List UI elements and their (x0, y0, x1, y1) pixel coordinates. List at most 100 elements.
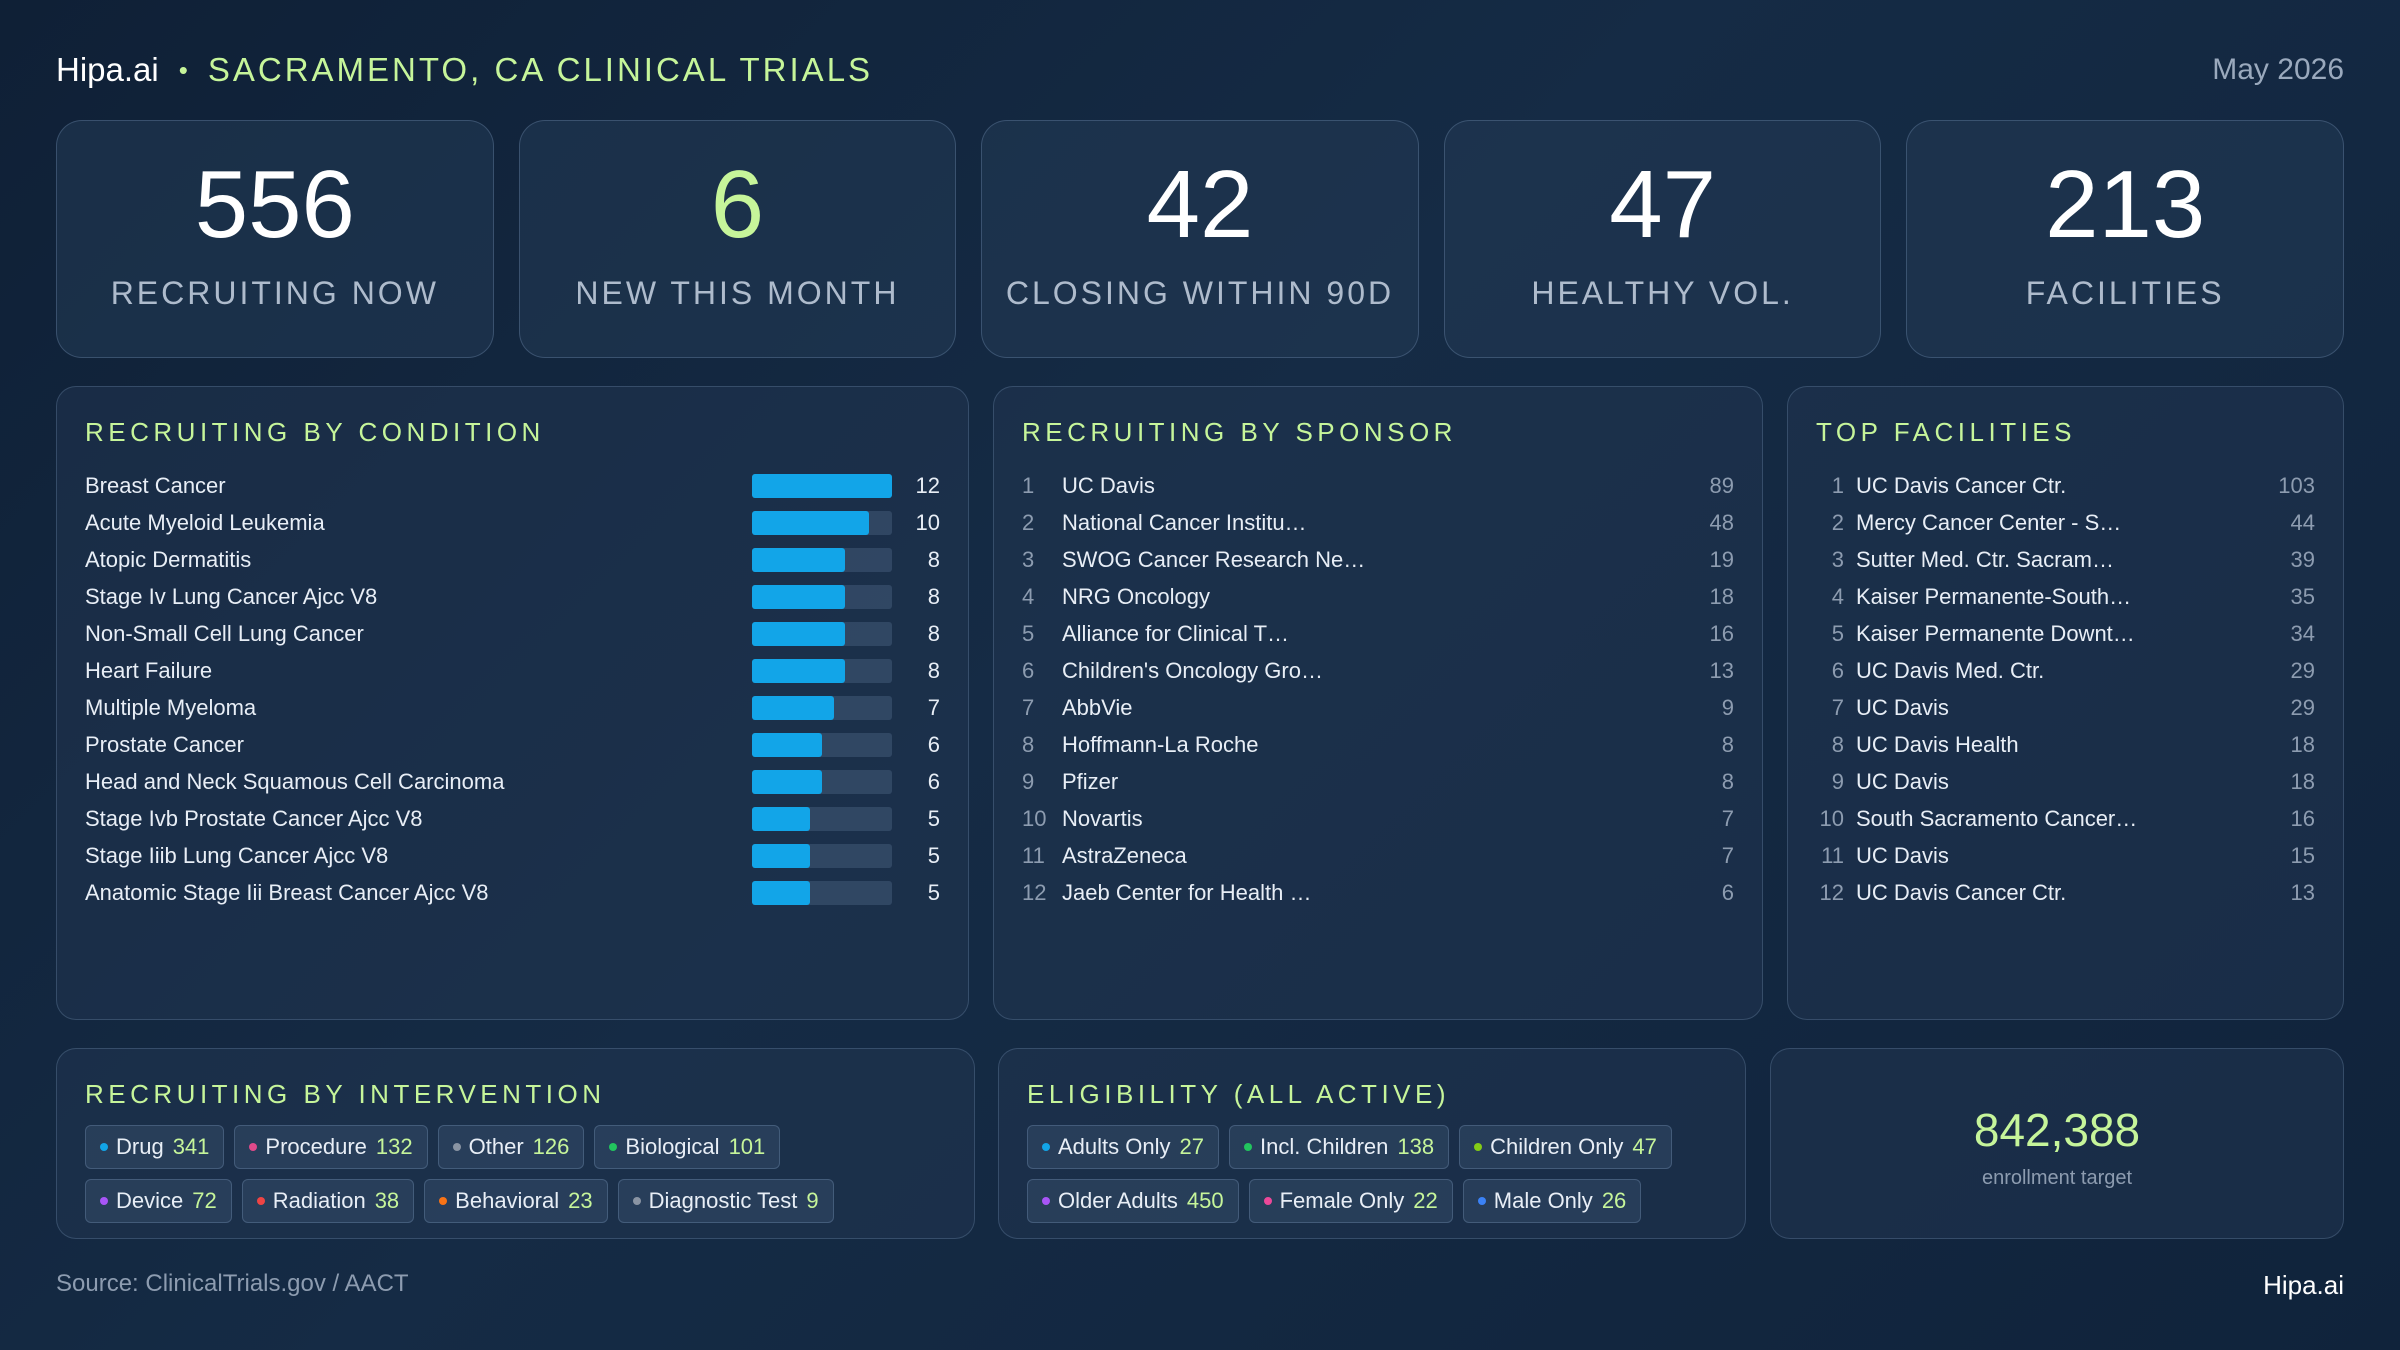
condition-row[interactable]: Breast Cancer 12 (85, 467, 940, 504)
eligibility-chip[interactable]: Children Only 47 (1459, 1125, 1672, 1169)
condition-row[interactable]: Multiple Myeloma 7 (85, 689, 940, 726)
condition-row[interactable]: Stage Iiib Lung Cancer Ajcc V8 5 (85, 837, 940, 874)
facility-row[interactable]: 3 Sutter Med. Ctr. Sacram… 39 (1816, 541, 2315, 578)
facility-row[interactable]: 11 UC Davis 15 (1816, 837, 2315, 874)
intervention-chip[interactable]: Diagnostic Test 9 (617, 1179, 834, 1223)
condition-bar (752, 510, 892, 535)
intervention-chip-value: 132 (375, 1134, 413, 1159)
facility-row[interactable]: 1 UC Davis Cancer Ctr. 103 (1816, 467, 2315, 504)
condition-row[interactable]: Prostate Cancer 6 (85, 726, 940, 763)
sponsor-row[interactable]: 5 Alliance for Clinical T… 16 (1022, 615, 1734, 652)
eligibility-chip-value: 27 (1179, 1134, 1204, 1159)
legend-dot-icon (1042, 1197, 1050, 1205)
facility-row[interactable]: 12 UC Davis Cancer Ctr. 13 (1816, 874, 2315, 911)
facility-name: Mercy Cancer Center - S… (1856, 509, 2122, 535)
sponsor-rank: 3 (1022, 546, 1035, 572)
facilities-panel: TOP FACILITIES 1 UC Davis Cancer Ctr. 103 2… (1787, 386, 2344, 1020)
condition-row[interactable]: Anatomic Stage Iii Breast Cancer Ajcc V8… (85, 874, 940, 911)
stat-label: FACILITIES (2025, 274, 2225, 311)
condition-name: Heart Failure (85, 657, 213, 683)
footer-brand[interactable]: Hipa.ai (2263, 1270, 2344, 1300)
facility-name: UC Davis (1856, 694, 1949, 720)
stat-facilities: 213 FACILITIES (1906, 120, 2344, 358)
title-separator: • (178, 54, 188, 85)
facility-rank: 1 (1831, 472, 1844, 498)
facility-rank: 6 (1831, 657, 1844, 683)
facility-count: 15 (2290, 842, 2315, 868)
eligibility-panel: ELIGIBILITY (ALL ACTIVE) Adults Only 27 In… (998, 1048, 1746, 1239)
condition-row[interactable]: Heart Failure 8 (85, 652, 940, 689)
eligibility-chip-row: Older Adults 450 Female Only 22 Male Only 26 (1027, 1179, 1725, 1223)
condition-bar (752, 473, 892, 498)
eligibility-chip[interactable]: Female Only 22 (1248, 1179, 1453, 1223)
facility-row[interactable]: 10 South Sacramento Cancer… 16 (1816, 800, 2315, 837)
facility-row[interactable]: 5 Kaiser Permanente Downt… 34 (1816, 615, 2315, 652)
facility-row[interactable]: 9 UC Davis 18 (1816, 763, 2315, 800)
condition-bar (752, 880, 892, 905)
sponsor-row[interactable]: 4 NRG Oncology 18 (1022, 578, 1734, 615)
facility-row[interactable]: 4 Kaiser Permanente-South… 35 (1816, 578, 2315, 615)
facility-name: UC Davis Cancer Ctr. (1856, 472, 2067, 498)
stat-label: RECRUITING NOW (110, 274, 439, 311)
sponsor-rank: 5 (1022, 620, 1035, 646)
facility-rank: 2 (1831, 509, 1844, 535)
condition-count: 7 (927, 694, 940, 720)
condition-row[interactable]: Acute Myeloid Leukemia 10 (85, 504, 940, 541)
facility-count: 39 (2290, 546, 2315, 572)
facility-row[interactable]: 7 UC Davis 29 (1816, 689, 2315, 726)
stat-value: 213 (2045, 150, 2206, 258)
brand-logo[interactable]: Hipa.ai (56, 51, 159, 88)
eligibility-chip[interactable]: Incl. Children 138 (1228, 1125, 1450, 1169)
facility-count: 103 (2278, 472, 2315, 498)
sponsor-row[interactable]: 8 Hoffmann-La Roche 8 (1022, 726, 1734, 763)
facility-name: UC Davis Cancer Ctr. (1856, 879, 2067, 905)
condition-name: Head and Neck Squamous Cell Carcinoma (85, 768, 505, 794)
sponsor-row[interactable]: 10 Novartis 7 (1022, 800, 1734, 837)
condition-row[interactable]: Atopic Dermatitis 8 (85, 541, 940, 578)
stat-new-this-month: 6 NEW THIS MONTH (518, 120, 957, 358)
intervention-chip[interactable]: Behavioral 23 (424, 1179, 608, 1223)
condition-row[interactable]: Stage Ivb Prostate Cancer Ajcc V8 5 (85, 800, 940, 837)
sponsor-row[interactable]: 7 AbbVie 9 (1022, 689, 1734, 726)
sponsor-row[interactable]: 6 Children's Oncology Gro… 13 (1022, 652, 1734, 689)
sponsor-row[interactable]: 1 UC Davis 89 (1022, 467, 1734, 504)
legend-dot-icon (100, 1143, 108, 1151)
intervention-chip[interactable]: Other 126 (437, 1125, 585, 1169)
header: Hipa.ai • SACRAMENTO, CA CLINICAL TRIALS… (56, 48, 2344, 92)
sponsor-row[interactable]: 2 National Cancer Institu… 48 (1022, 504, 1734, 541)
intervention-chip[interactable]: Device 72 (85, 1179, 232, 1223)
sponsor-count: 8 (1721, 768, 1734, 794)
intervention-chip[interactable]: Drug 341 (85, 1125, 225, 1169)
condition-name: Stage Ivb Prostate Cancer Ajcc V8 (85, 805, 423, 831)
enrollment-value: 842,388 (1973, 1104, 2141, 1156)
facility-row[interactable]: 2 Mercy Cancer Center - S… 44 (1816, 504, 2315, 541)
intervention-chip[interactable]: Radiation 38 (241, 1179, 415, 1223)
sponsor-row[interactable]: 9 Pfizer 8 (1022, 763, 1734, 800)
stat-value: 556 (194, 150, 355, 258)
condition-bar-fill (752, 695, 834, 720)
facility-name: UC Davis (1856, 842, 1949, 868)
facility-row[interactable]: 8 UC Davis Health 18 (1816, 726, 2315, 763)
condition-bar-fill (752, 806, 811, 831)
eligibility-chip[interactable]: Adults Only 27 (1027, 1125, 1219, 1169)
condition-bar-fill (752, 510, 869, 535)
intervention-chip[interactable]: Biological 101 (594, 1125, 781, 1169)
sponsor-name: AstraZeneca (1062, 842, 1187, 868)
intervention-chip[interactable]: Procedure 132 (234, 1125, 428, 1169)
facility-row[interactable]: 6 UC Davis Med. Ctr. 29 (1816, 652, 2315, 689)
sponsor-row[interactable]: 3 SWOG Cancer Research Ne… 19 (1022, 541, 1734, 578)
eligibility-chip[interactable]: Older Adults 450 (1027, 1179, 1239, 1223)
sponsor-rank: 7 (1022, 694, 1035, 720)
eligibility-chip-label: Children Only (1490, 1134, 1624, 1159)
panel-title: RECRUITING BY INTERVENTION (85, 1079, 606, 1109)
condition-row[interactable]: Head and Neck Squamous Cell Carcinoma 6 (85, 763, 940, 800)
sponsor-row[interactable]: 12 Jaeb Center for Health … 6 (1022, 874, 1734, 911)
sponsor-name: SWOG Cancer Research Ne… (1062, 546, 1366, 572)
facility-count: 35 (2290, 583, 2315, 609)
condition-row[interactable]: Non-Small Cell Lung Cancer 8 (85, 615, 940, 652)
sponsor-rank: 4 (1022, 583, 1035, 609)
sponsor-row[interactable]: 11 AstraZeneca 7 (1022, 837, 1734, 874)
condition-row[interactable]: Stage Iv Lung Cancer Ajcc V8 8 (85, 578, 940, 615)
facility-name: UC Davis (1856, 768, 1949, 794)
eligibility-chip[interactable]: Male Only 26 (1462, 1179, 1642, 1223)
